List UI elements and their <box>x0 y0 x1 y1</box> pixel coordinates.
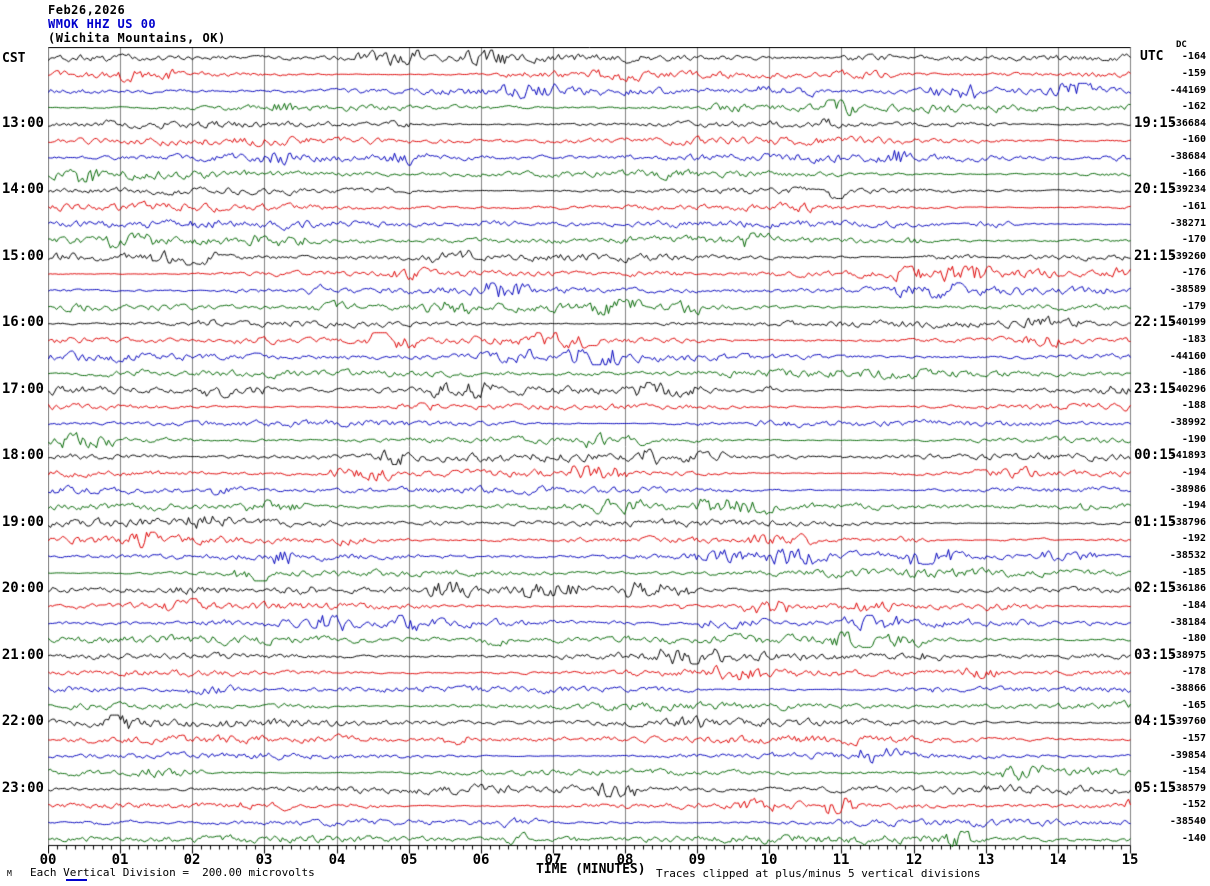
utc-hour-label: 04:15 <box>1134 713 1177 729</box>
dc-offset-value: -38796 <box>1169 517 1206 528</box>
dc-column-header: DC <box>1176 40 1187 50</box>
clipping-note: Traces clipped at plus/minus 5 vertical … <box>656 867 981 880</box>
dc-offset-value: -180 <box>1181 633 1206 644</box>
utc-hour-label: 19:15 <box>1134 115 1177 131</box>
minute-tick-label: 05 <box>400 852 418 868</box>
dc-offset-value: -41893 <box>1169 450 1206 461</box>
dc-offset-value: -39760 <box>1169 716 1206 727</box>
dc-offset-value: -38684 <box>1169 151 1206 162</box>
minute-tick-label: 15 <box>1121 852 1139 868</box>
minute-tick-label: 01 <box>111 852 129 868</box>
dc-offset-value: -38579 <box>1169 783 1206 794</box>
dc-offset-value: -38271 <box>1169 218 1206 229</box>
minute-tick-label: 06 <box>472 852 490 868</box>
minute-tick-label: 08 <box>616 852 634 868</box>
dc-offset-value: -159 <box>1181 68 1206 79</box>
dc-offset-value: -164 <box>1181 51 1206 62</box>
dc-offset-value: -192 <box>1181 533 1206 544</box>
dc-offset-value: -38975 <box>1169 650 1206 661</box>
dc-offset-value: -183 <box>1181 334 1206 345</box>
dc-offset-value: -160 <box>1181 134 1206 145</box>
dc-offset-value: -38986 <box>1169 484 1206 495</box>
link-underline-artifact <box>66 879 87 881</box>
dc-offset-value: -39260 <box>1169 251 1206 262</box>
dc-offset-value: -40296 <box>1169 384 1206 395</box>
cst-hour-label: 13:00 <box>1 115 44 131</box>
dc-offset-value: -179 <box>1181 301 1206 312</box>
utc-hour-label: 00:15 <box>1134 447 1177 463</box>
utc-hour-label: 02:15 <box>1134 580 1177 596</box>
cst-hour-label: 19:00 <box>1 514 44 530</box>
dc-offset-value: -170 <box>1181 234 1206 245</box>
cst-axis-header: CST <box>2 51 26 66</box>
cst-hour-label: 23:00 <box>1 780 44 796</box>
dc-offset-value: -38184 <box>1169 617 1206 628</box>
dc-offset-value: -178 <box>1181 666 1206 677</box>
minute-tick-label: 09 <box>688 852 706 868</box>
cst-hour-label: 15:00 <box>1 248 44 264</box>
minute-tick-label: 13 <box>977 852 995 868</box>
dc-offset-value: -176 <box>1181 267 1206 278</box>
dc-offset-value: -38866 <box>1169 683 1206 694</box>
dc-offset-value: -185 <box>1181 567 1206 578</box>
station-code: WMOK HHZ US 00 <box>48 17 157 31</box>
minute-tick-label: 11 <box>832 852 850 868</box>
time-axis-title: TIME (MINUTES) <box>536 862 646 877</box>
utc-hour-label: 23:15 <box>1134 381 1177 397</box>
minute-tick-label: 04 <box>328 852 346 868</box>
dc-offset-value: -186 <box>1181 367 1206 378</box>
dc-offset-value: -166 <box>1181 168 1206 179</box>
plot-date: Feb26,2026 <box>48 3 126 17</box>
cst-hour-label: 21:00 <box>1 647 44 663</box>
cst-hour-label: 20:00 <box>1 580 44 596</box>
minute-tick-label: 00 <box>39 852 57 868</box>
dc-offset-value: -38589 <box>1169 284 1206 295</box>
dc-offset-value: -40199 <box>1169 317 1206 328</box>
dc-offset-value: -152 <box>1181 799 1206 810</box>
dc-offset-value: -165 <box>1181 700 1206 711</box>
cst-hour-label: 17:00 <box>1 381 44 397</box>
utc-hour-label: 05:15 <box>1134 780 1177 796</box>
corner-mark: M <box>7 869 12 878</box>
dc-offset-value: -44160 <box>1169 351 1206 362</box>
utc-hour-label: 21:15 <box>1134 248 1177 264</box>
vertical-scale-note: Each Vertical Division = 200.00 microvol… <box>30 866 315 879</box>
minute-tick-label: 10 <box>760 852 778 868</box>
utc-axis-header: UTC <box>1140 49 1164 64</box>
station-location: (Wichita Mountains, OK) <box>48 31 226 45</box>
dc-offset-value: -44169 <box>1169 85 1206 96</box>
dc-offset-value: -36684 <box>1169 118 1206 129</box>
dc-offset-value: -39854 <box>1169 750 1206 761</box>
dc-offset-value: -38540 <box>1169 816 1206 827</box>
seismogram-plot <box>48 47 1138 857</box>
dc-offset-value: -140 <box>1181 833 1206 844</box>
utc-hour-label: 01:15 <box>1134 514 1177 530</box>
utc-hour-label: 03:15 <box>1134 647 1177 663</box>
dc-offset-value: -39234 <box>1169 184 1206 195</box>
dc-offset-value: -184 <box>1181 600 1206 611</box>
utc-hour-label: 22:15 <box>1134 314 1177 330</box>
utc-hour-label: 20:15 <box>1134 181 1177 197</box>
dc-offset-value: -188 <box>1181 400 1206 411</box>
dc-offset-value: -194 <box>1181 467 1206 478</box>
dc-offset-value: -36186 <box>1169 583 1206 594</box>
minute-tick-label: 12 <box>905 852 923 868</box>
cst-hour-label: 18:00 <box>1 447 44 463</box>
dc-offset-value: -154 <box>1181 766 1206 777</box>
minute-tick-label: 14 <box>1049 852 1067 868</box>
cst-hour-label: 16:00 <box>1 314 44 330</box>
dc-offset-value: -194 <box>1181 500 1206 511</box>
dc-offset-value: -162 <box>1181 101 1206 112</box>
dc-offset-value: -38532 <box>1169 550 1206 561</box>
cst-hour-label: 22:00 <box>1 713 44 729</box>
cst-hour-label: 14:00 <box>1 181 44 197</box>
dc-offset-value: -161 <box>1181 201 1206 212</box>
dc-offset-value: -38992 <box>1169 417 1206 428</box>
minute-tick-label: 07 <box>544 852 562 868</box>
minute-tick-label: 03 <box>255 852 273 868</box>
dc-offset-value: -157 <box>1181 733 1206 744</box>
minute-tick-label: 02 <box>183 852 201 868</box>
dc-offset-value: -190 <box>1181 434 1206 445</box>
